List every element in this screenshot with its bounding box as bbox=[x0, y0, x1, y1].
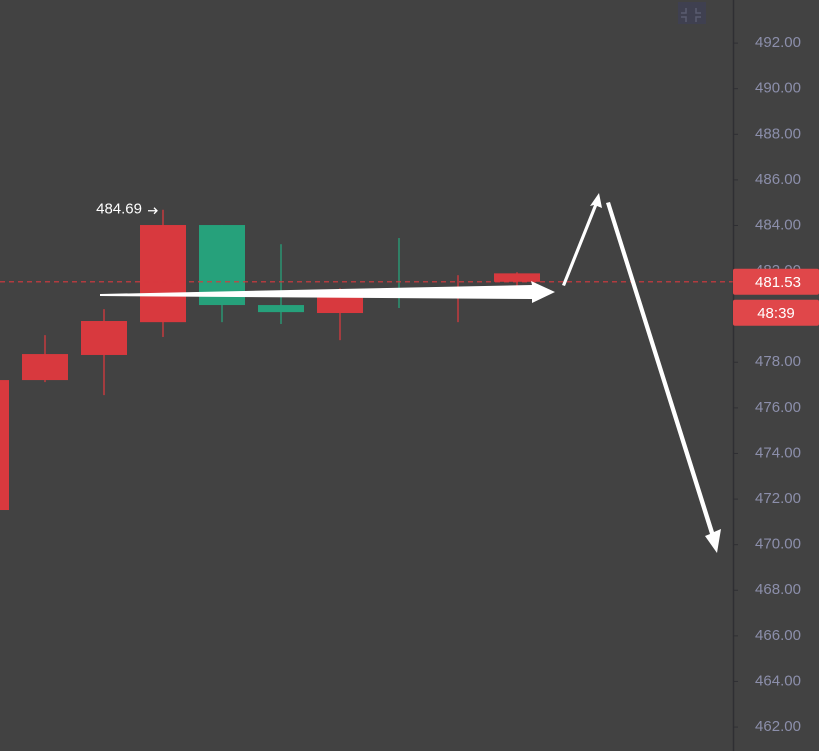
y-tick-label: 474.00 bbox=[755, 444, 801, 461]
candle-body bbox=[140, 225, 186, 323]
y-tick-label: 484.00 bbox=[755, 216, 801, 233]
candle-body bbox=[22, 354, 68, 381]
arrow-down bbox=[606, 202, 721, 553]
arrow-up bbox=[562, 193, 602, 286]
arrow-right bbox=[100, 281, 555, 303]
y-tick-label: 464.00 bbox=[755, 672, 801, 689]
candle-body bbox=[0, 380, 9, 511]
high-label: 484.69 bbox=[96, 201, 142, 218]
y-tick-label: 470.00 bbox=[755, 536, 801, 553]
candle-body bbox=[258, 305, 304, 313]
y-tick-label: 466.00 bbox=[755, 627, 801, 644]
y-tick-label: 488.00 bbox=[755, 125, 801, 142]
candle-body bbox=[494, 273, 540, 282]
drawn-arrows bbox=[100, 193, 721, 553]
high-annotation: 484.69 bbox=[96, 201, 158, 218]
countdown-label: 48:39 bbox=[757, 305, 795, 322]
y-tick-label: 478.00 bbox=[755, 353, 801, 370]
window-icon bbox=[678, 2, 706, 24]
y-tick-label: 472.00 bbox=[755, 490, 801, 507]
high-arrow bbox=[148, 207, 158, 215]
countdown-box bbox=[733, 299, 819, 326]
y-tick-label: 476.00 bbox=[755, 399, 801, 416]
y-tick-label: 462.00 bbox=[755, 718, 801, 735]
y-tick-label: 486.00 bbox=[755, 171, 801, 188]
last-price-box bbox=[733, 268, 819, 295]
candle-body bbox=[81, 321, 127, 355]
last-price-label: 481.53 bbox=[755, 274, 801, 291]
y-tick-label: 492.00 bbox=[755, 34, 801, 51]
y-tick-label: 468.00 bbox=[755, 581, 801, 598]
y-tick-label: 490.00 bbox=[755, 80, 801, 97]
